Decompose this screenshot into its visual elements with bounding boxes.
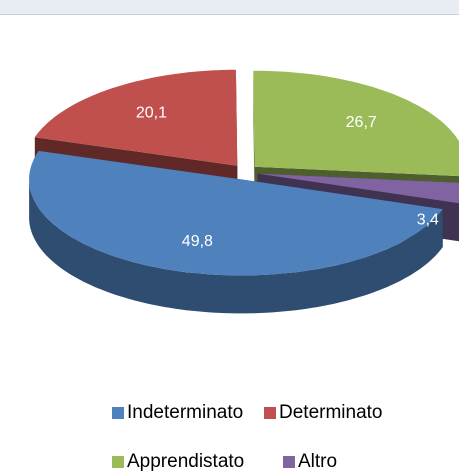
legend-swatch (112, 456, 124, 468)
data-label: 49,8 (182, 233, 213, 250)
top-strip (0, 0, 459, 14)
legend-swatch (283, 456, 295, 468)
legend-swatch (112, 407, 124, 419)
legend-label: Altro (298, 451, 337, 471)
data-label: 3,4 (417, 211, 439, 228)
slice-wall (253, 70, 255, 205)
legend-label: Determinato (279, 402, 383, 423)
slice (29, 150, 443, 276)
legend-label: Apprendistato (127, 451, 244, 471)
slice (257, 173, 459, 204)
legend-swatch (264, 407, 276, 419)
data-label: 20,1 (136, 105, 167, 122)
data-label: 26,7 (346, 114, 377, 131)
slice (253, 70, 459, 177)
slice-side (29, 179, 443, 314)
slice (34, 69, 238, 166)
legend-label: Indeterminato (127, 402, 243, 423)
